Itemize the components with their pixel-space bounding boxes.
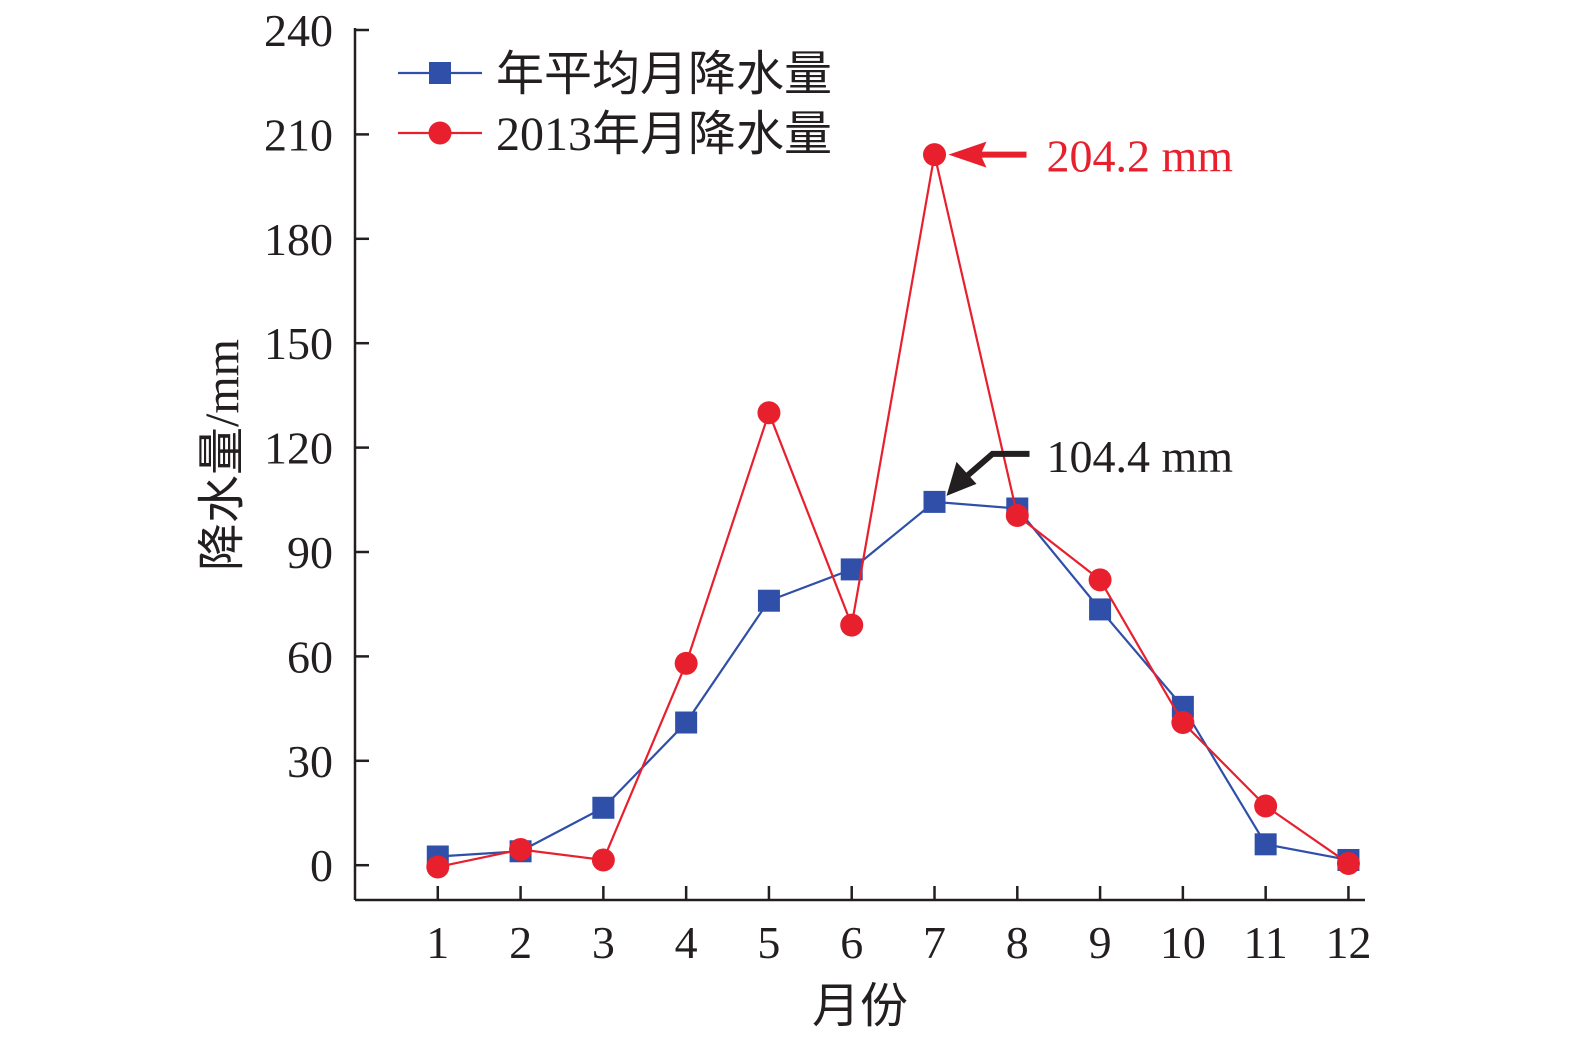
y-tick-label: 240 <box>264 5 333 56</box>
x-tick-label: 9 <box>1089 917 1112 968</box>
data-point-square <box>923 490 946 513</box>
data-point-circle <box>1254 794 1278 818</box>
legend-item-2: 2013年月降水量 <box>398 108 832 161</box>
series-line <box>437 154 1350 869</box>
x-tick-label: 8 <box>1006 917 1029 968</box>
x-axis-title: 月份 <box>812 980 908 1033</box>
data-point-square <box>592 796 615 819</box>
x-tick-label: 4 <box>675 917 698 968</box>
x-tick-label: 3 <box>592 917 615 968</box>
chart-axes <box>353 28 1365 902</box>
x-tick-label: 6 <box>840 917 863 968</box>
series-line <box>437 500 1349 862</box>
data-point-circle <box>674 651 698 675</box>
legend-marker-square <box>429 62 451 84</box>
data-point-circle <box>509 838 533 862</box>
y-tick-label: 180 <box>264 214 333 265</box>
annotations-layer: 204.2 mm 104.4 mm <box>946 131 1234 496</box>
legend-label: 2013年月降水量 <box>496 108 832 161</box>
legend-label: 年平均月降水量 <box>496 48 832 101</box>
legend: 年平均月降水量 2013年月降水量 <box>398 48 832 161</box>
data-point-square <box>675 711 698 734</box>
y-tick-label: 150 <box>264 318 333 369</box>
annotation-label: 104.4 mm <box>1047 431 1234 482</box>
annotation-arrow-shaft <box>960 450 1030 483</box>
x-tick-label: 10 <box>1160 917 1206 968</box>
y-tick-label: 0 <box>310 840 333 891</box>
annotation-arrow-head <box>948 141 987 168</box>
data-point-circle <box>757 401 781 425</box>
y-tick-label: 60 <box>287 631 333 682</box>
data-point-square <box>840 558 863 581</box>
data-point-circle <box>1171 711 1195 735</box>
data-point-circle <box>923 143 947 167</box>
data-point-circle <box>1088 568 1112 592</box>
data-point-circle <box>591 848 615 872</box>
annotation-label: 204.2 mm <box>1047 131 1234 182</box>
data-point-square <box>1089 598 1112 621</box>
legend-marker-circle <box>428 121 452 145</box>
series-layer <box>426 143 1360 879</box>
data-point-circle <box>1336 851 1360 875</box>
x-tick-label: 2 <box>509 917 532 968</box>
x-tick-label: 12 <box>1325 917 1371 968</box>
data-point-square <box>757 589 780 612</box>
annotation-arrow-head <box>946 461 977 496</box>
x-tick-label: 5 <box>757 917 780 968</box>
y-tick-label: 90 <box>287 527 333 578</box>
legend-item-1: 年平均月降水量 <box>398 48 832 101</box>
x-tick-label: 7 <box>923 917 946 968</box>
y-tick-label: 210 <box>264 109 333 160</box>
series-2 <box>426 143 1360 879</box>
data-point-square <box>1254 833 1277 856</box>
data-point-circle <box>426 855 450 879</box>
y-axis-ticks: 0 30 60 90 120 150 180 210 240 <box>264 5 369 891</box>
y-tick-label: 120 <box>264 423 333 474</box>
x-axis-ticks: 1 2 3 4 5 6 7 8 9 10 11 12 <box>426 886 1371 968</box>
y-axis-title: 降水量/mm <box>196 339 249 571</box>
data-point-circle <box>1005 503 1029 527</box>
series-1 <box>426 490 1360 871</box>
x-tick-label: 1 <box>426 917 449 968</box>
x-tick-label: 11 <box>1244 917 1288 968</box>
y-tick-label: 30 <box>287 736 333 787</box>
data-point-circle <box>840 613 864 637</box>
